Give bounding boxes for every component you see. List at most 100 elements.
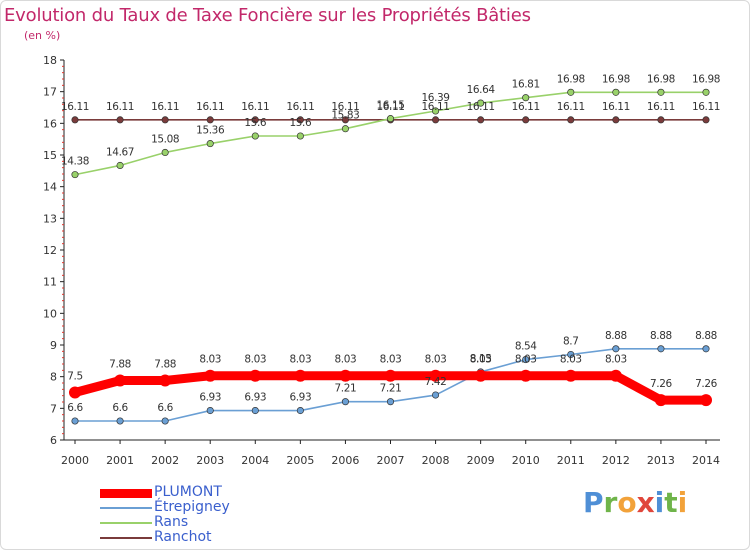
data-label: 6.93 [244, 392, 266, 404]
data-label: 16.11 [692, 101, 720, 113]
data-label: 16.11 [196, 101, 224, 113]
legend-item: Rans [100, 514, 320, 530]
x-tick-label: 2004 [241, 454, 269, 467]
data-point [159, 374, 172, 387]
data-label: 6.93 [289, 392, 311, 404]
data-label: 16.98 [692, 73, 720, 85]
data-point [564, 369, 577, 382]
data-point [612, 345, 620, 353]
data-point [702, 345, 710, 353]
chart-title: Evolution du Taux de Taxe Foncière sur l… [4, 5, 531, 26]
data-point [296, 116, 304, 124]
data-label: 16.11 [286, 101, 314, 113]
legend-swatch [100, 537, 152, 539]
data-point [161, 148, 169, 157]
y-tick-label: 17 [43, 86, 57, 99]
data-label: 15.6 [244, 117, 266, 129]
data-point [386, 398, 395, 406]
data-point [474, 369, 487, 382]
data-label: 7.88 [154, 358, 176, 370]
data-point [296, 406, 304, 415]
data-point [519, 369, 532, 382]
data-point [702, 116, 710, 124]
x-tick-label: 2009 [467, 454, 495, 467]
data-point [341, 116, 349, 124]
data-label: 7.21 [335, 383, 357, 395]
legend-label: Rans [154, 514, 189, 530]
data-label: 16.11 [106, 101, 134, 113]
data-point [522, 356, 530, 364]
data-point [657, 345, 665, 353]
data-point [522, 116, 530, 124]
data-point [206, 140, 214, 148]
x-tick-label: 2002 [151, 454, 179, 467]
data-label: 7.88 [109, 358, 131, 370]
data-label: 8.88 [695, 330, 717, 342]
legend-label: Étrepigney [154, 499, 230, 515]
data-point [161, 417, 169, 425]
data-label: 7.21 [380, 383, 402, 395]
proxiti-logo: Proxiti [583, 486, 687, 519]
x-tick-label: 2007 [377, 454, 405, 467]
y-tick-label: 18 [43, 54, 57, 67]
data-point [249, 369, 262, 382]
legend-item: PLUMONT [100, 484, 320, 500]
data-point [341, 398, 349, 406]
data-point [702, 88, 710, 96]
data-label: 14.38 [61, 156, 89, 168]
y-tick-label: 12 [43, 244, 57, 257]
data-label: 16.11 [602, 101, 630, 113]
data-point [116, 161, 124, 170]
data-label: 8.54 [515, 341, 537, 353]
data-label: 8.03 [380, 354, 402, 366]
legend: PLUMONT Étrepigney Rans Ranchot [100, 484, 320, 545]
data-label: 7.5 [67, 371, 83, 383]
data-label: 16.11 [331, 101, 359, 113]
data-point [657, 88, 665, 96]
data-label: 7.26 [695, 378, 717, 390]
logo-letter: r [603, 486, 618, 519]
y-tick-label: 6 [50, 434, 57, 447]
data-label: 16.98 [557, 73, 585, 85]
logo-letter: t [664, 486, 678, 519]
data-label: 6.6 [157, 402, 173, 414]
data-label: 8.88 [605, 330, 627, 342]
data-label: 16.11 [241, 101, 269, 113]
data-point [296, 132, 304, 140]
data-label: 7.26 [650, 378, 672, 390]
data-point [339, 369, 352, 382]
data-label: 16.11 [557, 101, 585, 113]
data-label: 16.15 [376, 100, 404, 112]
data-point [116, 417, 124, 425]
data-point [204, 369, 217, 382]
x-tick-label: 2011 [557, 454, 585, 467]
x-tick-label: 2003 [196, 454, 224, 467]
data-point [567, 350, 575, 359]
legend-label: Ranchot [154, 529, 212, 545]
y-tick-label: 13 [43, 212, 57, 225]
data-label: 16.39 [422, 92, 450, 104]
data-label: 15.08 [151, 133, 179, 145]
y-tick-label: 11 [43, 276, 57, 289]
data-point [432, 107, 440, 115]
x-tick-label: 2008 [422, 454, 450, 467]
data-label: 15.36 [196, 125, 225, 137]
x-tick-label: 2013 [647, 454, 675, 467]
x-tick-label: 2005 [286, 454, 314, 467]
x-tick-label: 2000 [61, 454, 89, 467]
data-point [384, 369, 397, 382]
logo-letter: o [617, 486, 637, 519]
data-point [429, 369, 442, 382]
data-point [609, 369, 622, 382]
data-point [567, 88, 575, 96]
y-tick-label: 15 [43, 149, 57, 162]
data-label: 6.93 [199, 392, 221, 404]
data-label: 8.15 [470, 353, 492, 365]
legend-swatch [100, 507, 152, 509]
data-point [251, 132, 259, 140]
data-point [477, 116, 485, 124]
data-label: 16.98 [647, 73, 675, 85]
data-point [477, 99, 485, 107]
data-label: 16.11 [422, 101, 450, 113]
